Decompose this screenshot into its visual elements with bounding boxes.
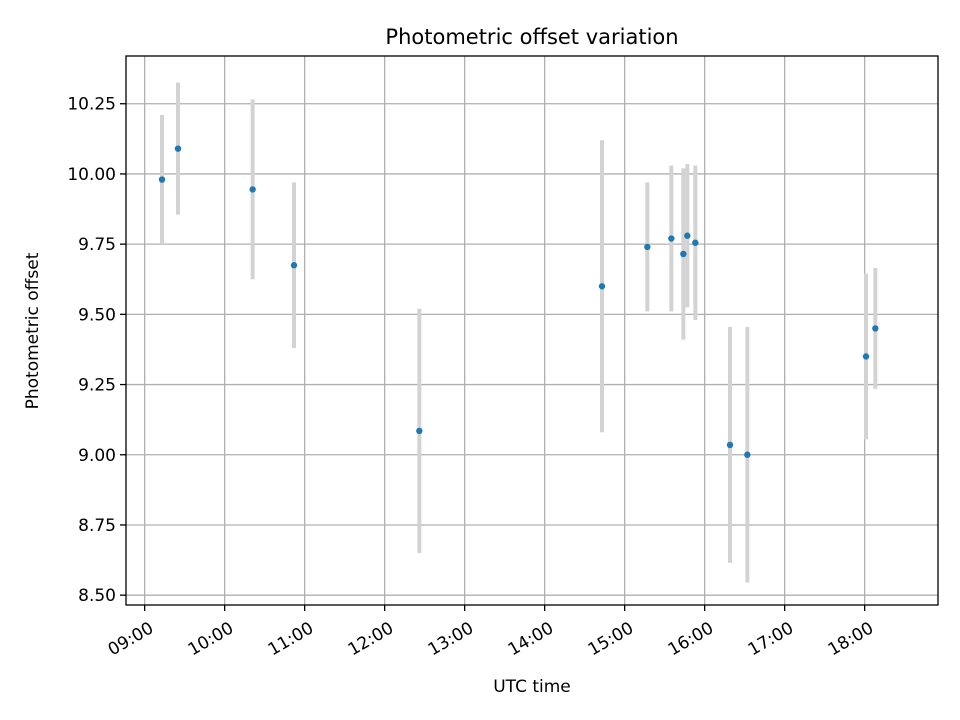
grid	[126, 56, 938, 605]
y-tick-label: 9.25	[78, 376, 116, 396]
y-tick-label: 10.00	[67, 165, 116, 185]
data-point	[598, 283, 606, 290]
y-tick-label: 9.50	[78, 305, 116, 325]
data-point	[290, 262, 298, 269]
data-point	[692, 239, 699, 246]
data-point	[726, 441, 734, 449]
plot-frame	[125, 55, 939, 606]
data-point	[872, 325, 879, 332]
y-tick-label: 8.50	[78, 586, 116, 606]
x-axis-label: UTC time	[493, 677, 571, 697]
data-point	[744, 451, 751, 458]
chart-title: Photometric offset variation	[385, 25, 678, 49]
y-tick-label: 9.00	[78, 446, 116, 466]
data-point	[158, 176, 166, 183]
y-axis: 8.50 8.75 9.00 9.25 9.50 9.75 10.00 10.25	[67, 95, 126, 606]
data-point	[416, 427, 423, 435]
data-point	[684, 232, 691, 239]
y-tick-label: 8.75	[78, 516, 116, 536]
y-tick-label: 10.25	[67, 95, 116, 115]
data-points	[158, 145, 879, 458]
data-point	[862, 353, 870, 360]
y-tick-label: 9.75	[78, 235, 116, 255]
data-point	[668, 235, 675, 242]
data-point	[680, 250, 687, 258]
data-point	[174, 145, 182, 152]
data-point	[249, 186, 256, 193]
y-axis-label: Photometric offset	[23, 252, 43, 409]
data-point	[644, 243, 651, 251]
